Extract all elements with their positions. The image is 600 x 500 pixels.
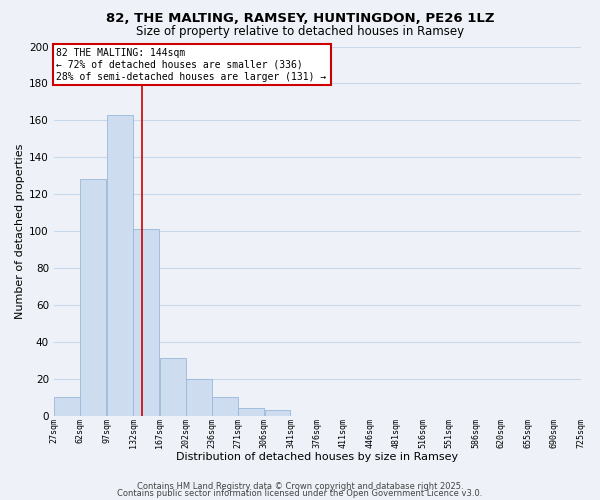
Bar [186, 378, 212, 416]
Bar [160, 358, 185, 416]
Bar [265, 410, 290, 416]
Bar [212, 397, 238, 415]
Text: Contains HM Land Registry data © Crown copyright and database right 2025.: Contains HM Land Registry data © Crown c… [137, 482, 463, 491]
Bar [107, 115, 133, 416]
X-axis label: Distribution of detached houses by size in Ramsey: Distribution of detached houses by size … [176, 452, 458, 462]
Text: Size of property relative to detached houses in Ramsey: Size of property relative to detached ho… [136, 25, 464, 38]
Text: 82, THE MALTING, RAMSEY, HUNTINGDON, PE26 1LZ: 82, THE MALTING, RAMSEY, HUNTINGDON, PE2… [106, 12, 494, 26]
Bar [238, 408, 264, 416]
Bar [54, 397, 80, 415]
Text: 82 THE MALTING: 144sqm
← 72% of detached houses are smaller (336)
28% of semi-de: 82 THE MALTING: 144sqm ← 72% of detached… [56, 48, 326, 82]
Text: Contains public sector information licensed under the Open Government Licence v3: Contains public sector information licen… [118, 489, 482, 498]
Bar [80, 180, 106, 416]
Y-axis label: Number of detached properties: Number of detached properties [15, 144, 25, 318]
Bar [133, 229, 159, 416]
